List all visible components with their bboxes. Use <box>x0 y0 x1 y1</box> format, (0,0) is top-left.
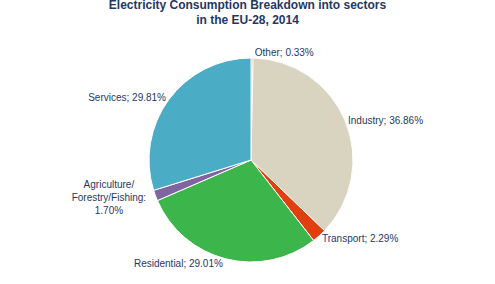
svg-text:Other; 0.33%: Other; 0.33% <box>255 47 314 58</box>
svg-text:Industry; 36.86%: Industry; 36.86% <box>348 115 423 126</box>
svg-text:Agriculture/Forestry/Fishing:1: Agriculture/Forestry/Fishing:1.70% <box>72 179 146 216</box>
svg-text:Transport; 2.29%: Transport; 2.29% <box>322 233 398 244</box>
svg-text:Residential; 29.01%: Residential; 29.01% <box>134 258 223 269</box>
svg-text:Electricity Consumption Breakd: Electricity Consumption Breakdown into s… <box>109 0 387 27</box>
svg-text:Services; 29.81%: Services; 29.81% <box>88 92 166 103</box>
